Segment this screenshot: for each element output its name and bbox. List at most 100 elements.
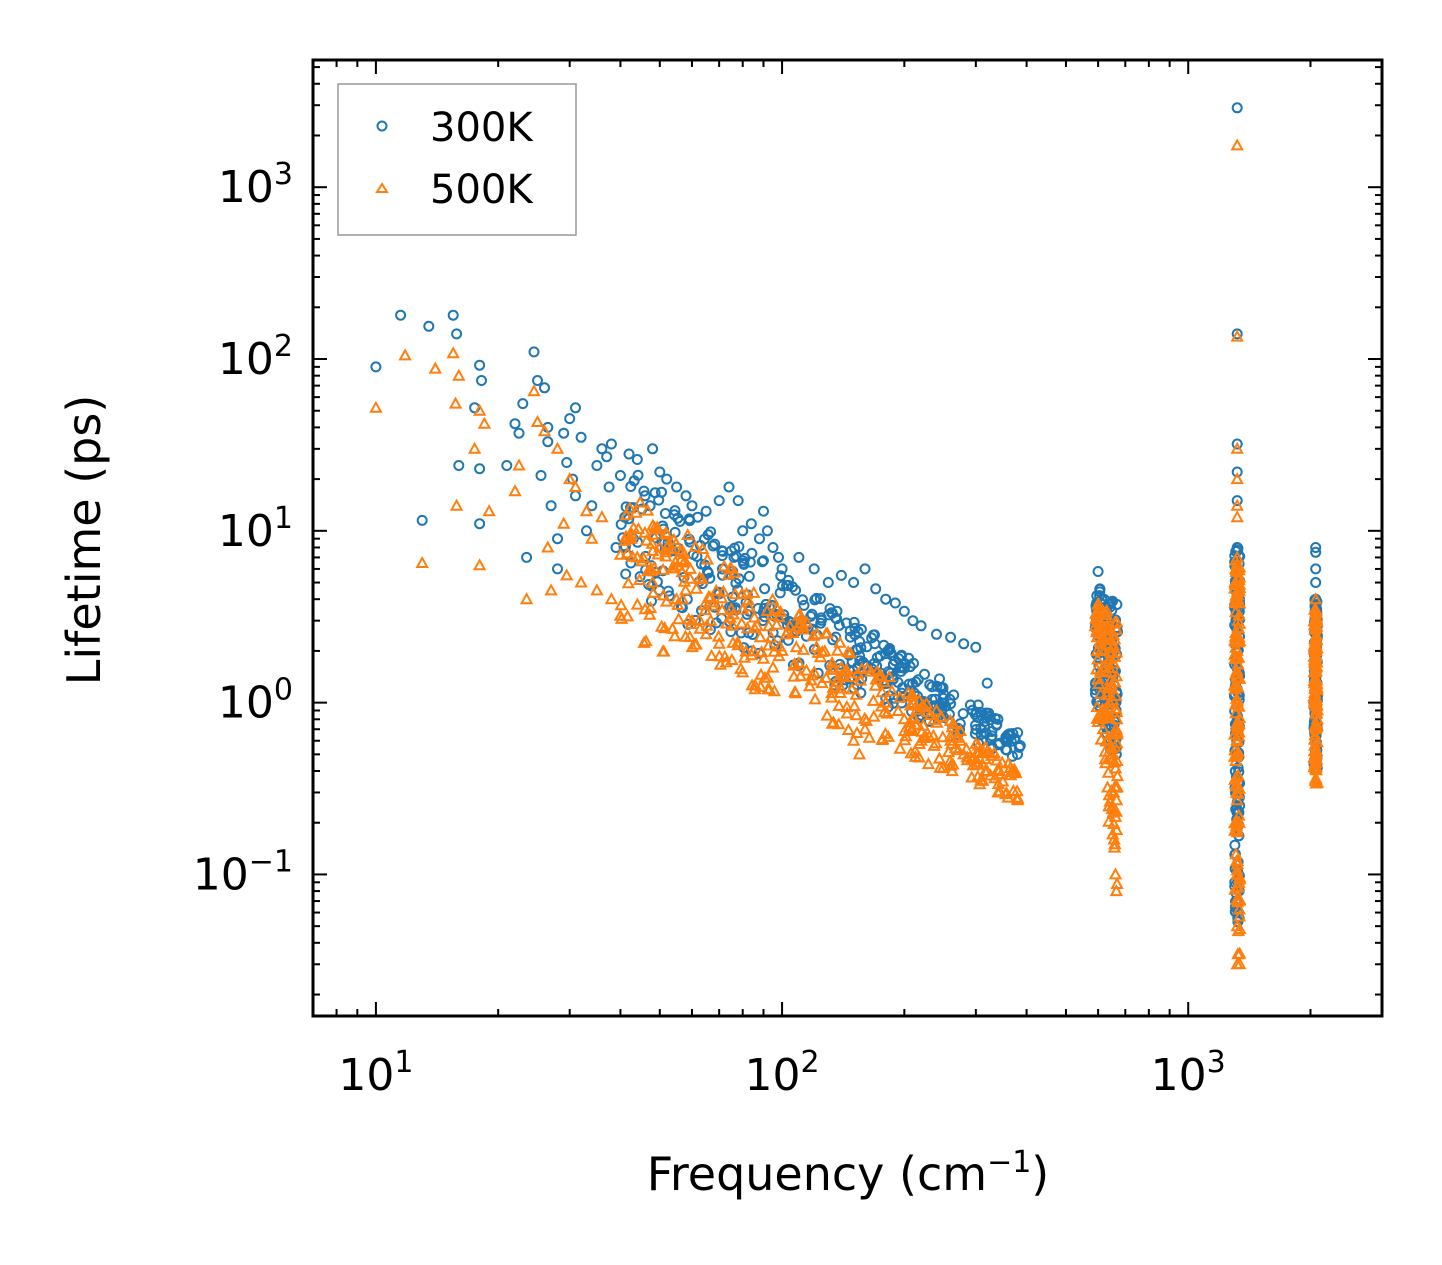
data-point <box>1310 680 1324 693</box>
data-point <box>776 563 788 575</box>
data-point <box>661 473 673 485</box>
data-point <box>452 368 466 381</box>
data-point <box>712 636 726 649</box>
data-point <box>537 424 552 437</box>
data-point <box>1100 665 1114 678</box>
data-point <box>750 618 764 631</box>
data-point <box>843 646 857 659</box>
data-point <box>754 667 768 680</box>
data-point <box>825 655 839 668</box>
data-point <box>753 630 767 643</box>
data-point <box>579 504 594 517</box>
data-point <box>1230 732 1244 745</box>
data-point <box>761 682 775 695</box>
data-point <box>1094 627 1108 640</box>
data-point <box>848 616 860 628</box>
data-point <box>964 699 976 711</box>
data-point <box>808 563 820 575</box>
data-point <box>945 698 957 710</box>
data-point <box>924 679 936 691</box>
data-point <box>721 567 736 580</box>
data-point <box>770 617 784 630</box>
data-point <box>1097 643 1111 656</box>
data-point <box>692 511 704 523</box>
data-point <box>630 550 644 563</box>
data-point <box>1098 744 1112 757</box>
data-point <box>591 460 603 471</box>
data-point <box>905 687 919 700</box>
data-point <box>875 685 889 698</box>
data-point <box>773 551 784 563</box>
data-point <box>870 583 882 595</box>
data-point <box>903 698 918 711</box>
data-point <box>512 458 526 471</box>
data-point <box>881 729 896 742</box>
data-point <box>1227 678 1242 691</box>
data-point <box>1109 884 1123 897</box>
data-point <box>1308 728 1322 741</box>
data-point <box>809 594 821 606</box>
data-point <box>985 733 997 744</box>
data-point <box>912 750 926 763</box>
data-point <box>981 677 993 689</box>
data-point <box>967 704 978 716</box>
data-point <box>704 648 719 661</box>
data-point <box>849 629 861 641</box>
data-point <box>685 613 699 626</box>
data-point <box>930 715 944 728</box>
data-point <box>1230 825 1244 838</box>
data-point <box>826 715 841 728</box>
y-tick-label: 102 <box>218 329 293 385</box>
data-point <box>700 505 712 517</box>
data-point <box>991 785 1005 798</box>
data-point <box>855 623 867 635</box>
data-point <box>767 542 779 553</box>
data-point <box>656 588 671 601</box>
data-point <box>996 774 1010 787</box>
data-point <box>1231 613 1245 626</box>
data-point <box>951 743 966 756</box>
data-point <box>585 531 599 544</box>
data-point <box>719 655 733 668</box>
data-point <box>882 669 896 682</box>
data-point <box>767 684 782 697</box>
data-point <box>654 466 666 478</box>
data-point <box>908 744 922 757</box>
data-point <box>610 542 622 553</box>
data-point <box>1232 608 1246 621</box>
data-point <box>681 528 695 541</box>
data-point <box>775 570 787 582</box>
data-point <box>656 486 667 498</box>
data-point <box>742 599 756 612</box>
data-point <box>1310 542 1322 553</box>
data-point <box>981 710 993 722</box>
data-point <box>474 518 486 530</box>
data-point <box>845 682 859 695</box>
data-point <box>870 664 884 677</box>
data-point <box>889 655 901 667</box>
data-point <box>474 463 486 475</box>
y-tick-label: 100 <box>218 673 293 729</box>
data-point <box>1108 761 1123 774</box>
y-tick-label: 103 <box>218 157 293 213</box>
data-point <box>725 545 737 557</box>
data-point <box>793 551 805 563</box>
data-point <box>1309 773 1323 786</box>
data-point <box>1099 607 1114 620</box>
data-point <box>788 686 803 699</box>
data-point <box>818 644 832 657</box>
data-point <box>819 670 833 683</box>
data-point <box>773 604 788 617</box>
data-point <box>712 649 727 662</box>
data-point <box>700 552 715 565</box>
data-point <box>1110 615 1124 628</box>
data-point <box>765 608 779 621</box>
data-point <box>748 678 762 691</box>
data-point <box>984 748 999 761</box>
data-point <box>539 382 550 394</box>
data-point <box>978 752 992 765</box>
data-point <box>1096 722 1110 735</box>
data-point <box>746 643 761 656</box>
data-point <box>1107 816 1121 829</box>
data-point <box>1101 681 1115 694</box>
